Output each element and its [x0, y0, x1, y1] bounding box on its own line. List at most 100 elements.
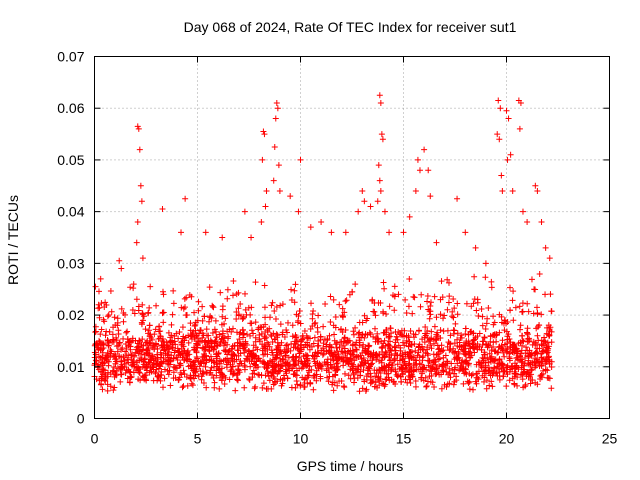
data-point: [542, 346, 549, 353]
data-point: [454, 195, 461, 202]
data-point: [309, 315, 316, 322]
data-point: [276, 187, 283, 194]
data-point: [367, 353, 374, 360]
data-point: [234, 366, 241, 373]
data-point: [422, 349, 429, 356]
data-point: [211, 384, 218, 391]
data-point: [509, 346, 516, 353]
data-point: [98, 380, 105, 387]
data-point: [450, 295, 457, 302]
data-point: [304, 362, 311, 369]
data-point: [331, 379, 338, 386]
data-point: [245, 347, 252, 354]
data-point: [92, 357, 99, 364]
data-point: [530, 310, 537, 317]
data-point: [506, 336, 513, 343]
data-point: [544, 374, 551, 381]
data-point: [231, 370, 238, 377]
y-axis-label: ROTI / TECUs: [5, 195, 21, 285]
data-point: [407, 374, 414, 381]
data-point: [135, 364, 142, 371]
data-point: [107, 347, 114, 354]
data-point: [511, 381, 518, 388]
data-point: [215, 365, 222, 372]
data-point: [488, 284, 495, 291]
data-point: [481, 334, 488, 341]
data-point: [375, 299, 382, 306]
data-point: [367, 331, 374, 338]
data-point: [532, 182, 539, 189]
data-point: [111, 384, 118, 391]
data-point: [293, 353, 300, 360]
data-point: [485, 304, 492, 311]
data-point: [372, 373, 379, 380]
data-point: [223, 364, 230, 371]
data-point: [399, 353, 406, 360]
data-point: [482, 274, 489, 281]
data-point: [506, 357, 513, 364]
axis-ticks: 0 0.01 0.02 0.03 0.04 0.05 0.06 0.07 0 5 10 15 20 25: [57, 49, 617, 447]
data-point: [487, 356, 494, 363]
data-point: [470, 337, 477, 344]
data-point: [285, 345, 292, 352]
data-point: [193, 349, 200, 356]
data-point: [485, 367, 492, 374]
data-point: [264, 329, 271, 336]
data-point: [525, 308, 532, 315]
data-point: [483, 385, 490, 392]
data-point: [297, 156, 304, 163]
data-point: [326, 369, 333, 376]
data-point: [411, 334, 418, 341]
data-point: [107, 383, 114, 390]
data-point: [412, 187, 419, 194]
data-point: [297, 320, 304, 327]
data-point: [391, 283, 398, 290]
data-point: [234, 347, 241, 354]
data-point: [318, 218, 325, 225]
data-point: [269, 338, 276, 345]
data-point: [346, 358, 353, 365]
data-point: [296, 354, 303, 361]
data-point: [434, 342, 441, 349]
data-point: [343, 297, 350, 304]
data-point: [282, 360, 289, 367]
data-point: [351, 357, 358, 364]
data-point: [446, 340, 453, 347]
data-point: [457, 362, 464, 369]
data-point: [96, 377, 103, 384]
data-point: [295, 208, 302, 215]
data-point: [432, 356, 439, 363]
data-point: [420, 377, 427, 384]
data-point: [165, 345, 172, 352]
data-point: [229, 363, 236, 370]
y-tick-label: 0.02: [57, 307, 84, 323]
data-point: [396, 357, 403, 364]
data-point: [228, 345, 235, 352]
data-point: [439, 294, 446, 301]
data-point: [454, 330, 461, 337]
data-point: [336, 378, 343, 385]
data-point: [258, 372, 265, 379]
data-point: [127, 284, 134, 291]
data-point: [427, 299, 434, 306]
data-point: [470, 330, 477, 337]
data-point: [364, 315, 371, 322]
data-point: [500, 373, 507, 380]
data-point: [406, 338, 413, 345]
data-point: [153, 302, 160, 309]
data-point: [419, 357, 426, 364]
data-point: [127, 369, 134, 376]
data-point: [258, 218, 265, 225]
data-point: [399, 339, 406, 346]
data-point: [377, 187, 384, 194]
y-tick-label: 0.06: [57, 100, 84, 116]
data-point: [538, 350, 545, 357]
data-point: [427, 303, 434, 310]
data-point: [322, 301, 329, 308]
data-point: [259, 358, 266, 365]
data-point: [410, 362, 417, 369]
data-point: [104, 381, 111, 388]
data-point: [315, 365, 322, 372]
data-point: [525, 353, 532, 360]
data-point: [529, 377, 536, 384]
